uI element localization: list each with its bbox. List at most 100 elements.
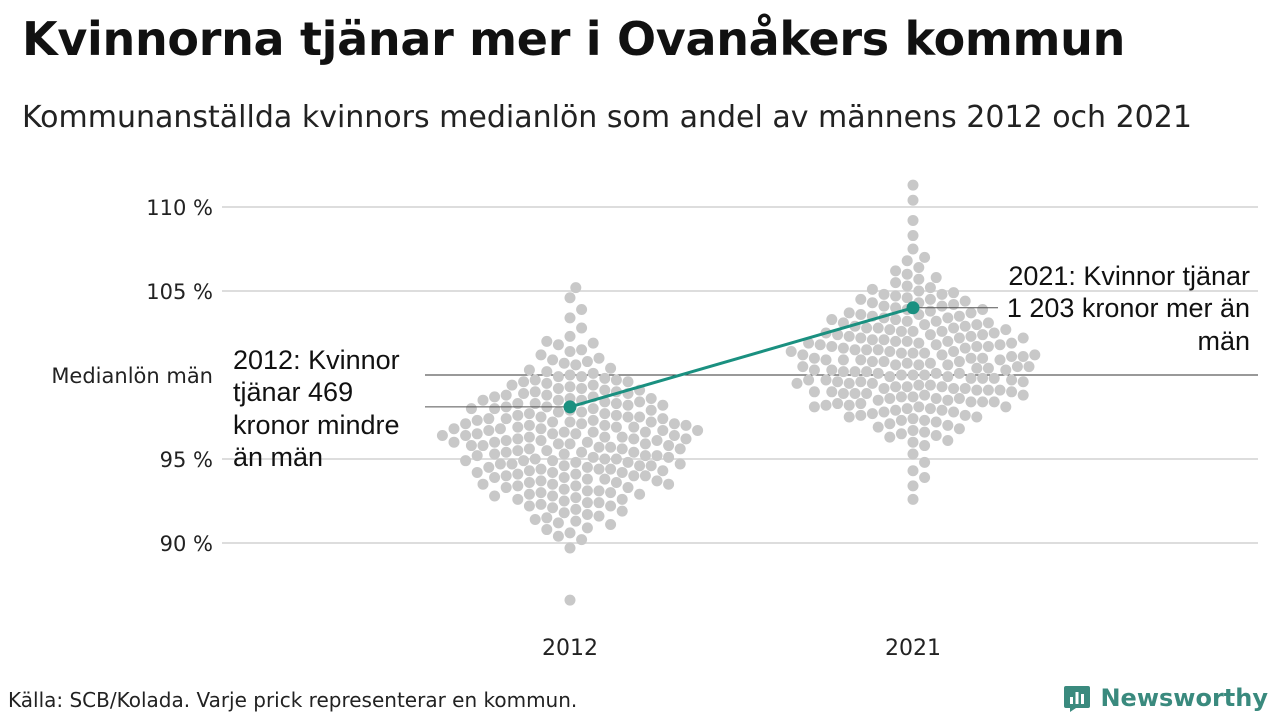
dot-2021-160	[930, 272, 942, 284]
dot-2021-188	[919, 426, 931, 438]
dot-2021-91	[924, 305, 936, 317]
dot-2021-149	[919, 456, 931, 468]
dot-2012-139	[657, 399, 669, 411]
dot-2012-26	[535, 435, 547, 447]
dot-2021-165	[803, 337, 815, 349]
dot-2012-117	[558, 507, 570, 519]
dot-2012-17	[535, 349, 547, 361]
dot-2021-73	[1006, 351, 1018, 363]
dot-2021-197	[907, 179, 919, 191]
dot-2021-148	[1000, 324, 1012, 336]
dot-2012-213	[477, 394, 489, 406]
dot-2012-22	[581, 461, 593, 473]
dot-2012-122	[599, 372, 611, 384]
newsworthy-logo[interactable]: Newsworthy	[1062, 683, 1268, 713]
dot-2021-181	[988, 372, 1000, 384]
dot-2021-74	[913, 285, 925, 297]
dot-2021-173	[855, 293, 867, 305]
dot-2012-209	[512, 493, 524, 505]
highlight-point-2012	[563, 400, 577, 414]
dot-2012-136	[558, 495, 570, 507]
dot-2021-213	[866, 283, 878, 295]
dot-2021-29	[901, 335, 913, 347]
dot-2021-28	[919, 440, 931, 452]
dot-2021-137	[948, 287, 960, 299]
dot-2012-95	[616, 466, 628, 478]
y-tick-label-90: 90 %	[160, 532, 213, 556]
dot-2021-64	[901, 403, 913, 415]
dot-2021-140	[866, 334, 878, 346]
dot-2021-35	[866, 377, 878, 389]
dot-2012-15	[547, 455, 559, 467]
dot-2021-194	[849, 344, 861, 356]
x-tick-label-2021: 2021	[885, 636, 941, 661]
dot-2012-97	[570, 503, 582, 515]
dot-2012-110	[489, 403, 501, 415]
dot-2021-129	[924, 282, 936, 294]
dot-2021-38	[826, 364, 838, 376]
dot-2021-124	[890, 359, 902, 371]
dot-2012-155	[512, 468, 524, 480]
dot-2012-137	[460, 429, 472, 441]
dot-2021-145	[826, 314, 838, 326]
dot-2021-62	[942, 435, 954, 447]
dot-2021-110	[884, 393, 896, 405]
dot-2012-39	[523, 465, 535, 477]
dot-2021-103	[907, 448, 919, 460]
dot-2021-133	[907, 413, 919, 425]
dot-2012-37	[587, 379, 599, 391]
dot-2021-191	[988, 396, 1000, 408]
newsworthy-logo-text: Newsworthy	[1100, 684, 1268, 712]
dot-2012-76	[558, 357, 570, 369]
dot-2021-22	[907, 369, 919, 381]
dot-2021-94	[890, 277, 902, 289]
dot-2012-163	[483, 461, 495, 473]
dot-2012-111	[570, 282, 582, 294]
dot-2021-9	[924, 293, 936, 305]
dot-2021-132	[872, 367, 884, 379]
dot-2021-45	[895, 428, 907, 440]
dot-2021-130	[1017, 389, 1029, 401]
dot-2012-194	[692, 424, 704, 436]
dot-2012-162	[512, 409, 524, 421]
dot-2012-57	[523, 488, 535, 500]
dot-2012-54	[570, 456, 582, 468]
dot-2021-43	[826, 386, 838, 398]
dot-2021-84	[843, 399, 855, 411]
dot-2012-154	[448, 436, 460, 448]
dot-2021-108	[866, 356, 878, 368]
dot-2021-113	[843, 377, 855, 389]
dot-2012-60	[558, 471, 570, 483]
dot-2012-170	[471, 450, 483, 462]
dot-2012-186	[674, 458, 686, 470]
dot-2012-10	[564, 438, 576, 450]
highlight-series-line	[569, 306, 914, 409]
y-tick-label-105: 105 %	[146, 280, 213, 304]
dot-2012-195	[500, 389, 512, 401]
dot-2012-43	[558, 448, 570, 460]
dot-2021-79	[890, 381, 902, 393]
dot-2012-182	[564, 345, 576, 357]
newsworthy-logo-icon	[1064, 686, 1091, 712]
dot-2021-204	[803, 374, 815, 386]
dot-2021-8	[913, 337, 925, 349]
dot-2012-98	[547, 428, 559, 440]
dot-2012-205	[500, 446, 512, 458]
dot-2012-185	[581, 508, 593, 520]
dot-2021-85	[849, 366, 861, 378]
dot-2012-112	[558, 483, 570, 495]
dot-2012-140	[622, 456, 634, 468]
dot-2012-90	[581, 522, 593, 534]
dot-2012-30	[506, 458, 518, 470]
dot-2021-135	[994, 339, 1006, 351]
dot-2021-87	[832, 376, 844, 388]
dot-2012-79	[558, 460, 570, 472]
dot-2012-64	[587, 414, 599, 426]
dot-2012-42	[552, 517, 564, 529]
y-tick-label-110: 110 %	[146, 196, 213, 220]
dot-2012-19	[581, 473, 593, 485]
dot-2021-47	[965, 307, 977, 319]
dot-2012-212	[663, 478, 675, 490]
dot-2012-113	[523, 408, 535, 420]
dot-2012-187	[628, 421, 640, 433]
